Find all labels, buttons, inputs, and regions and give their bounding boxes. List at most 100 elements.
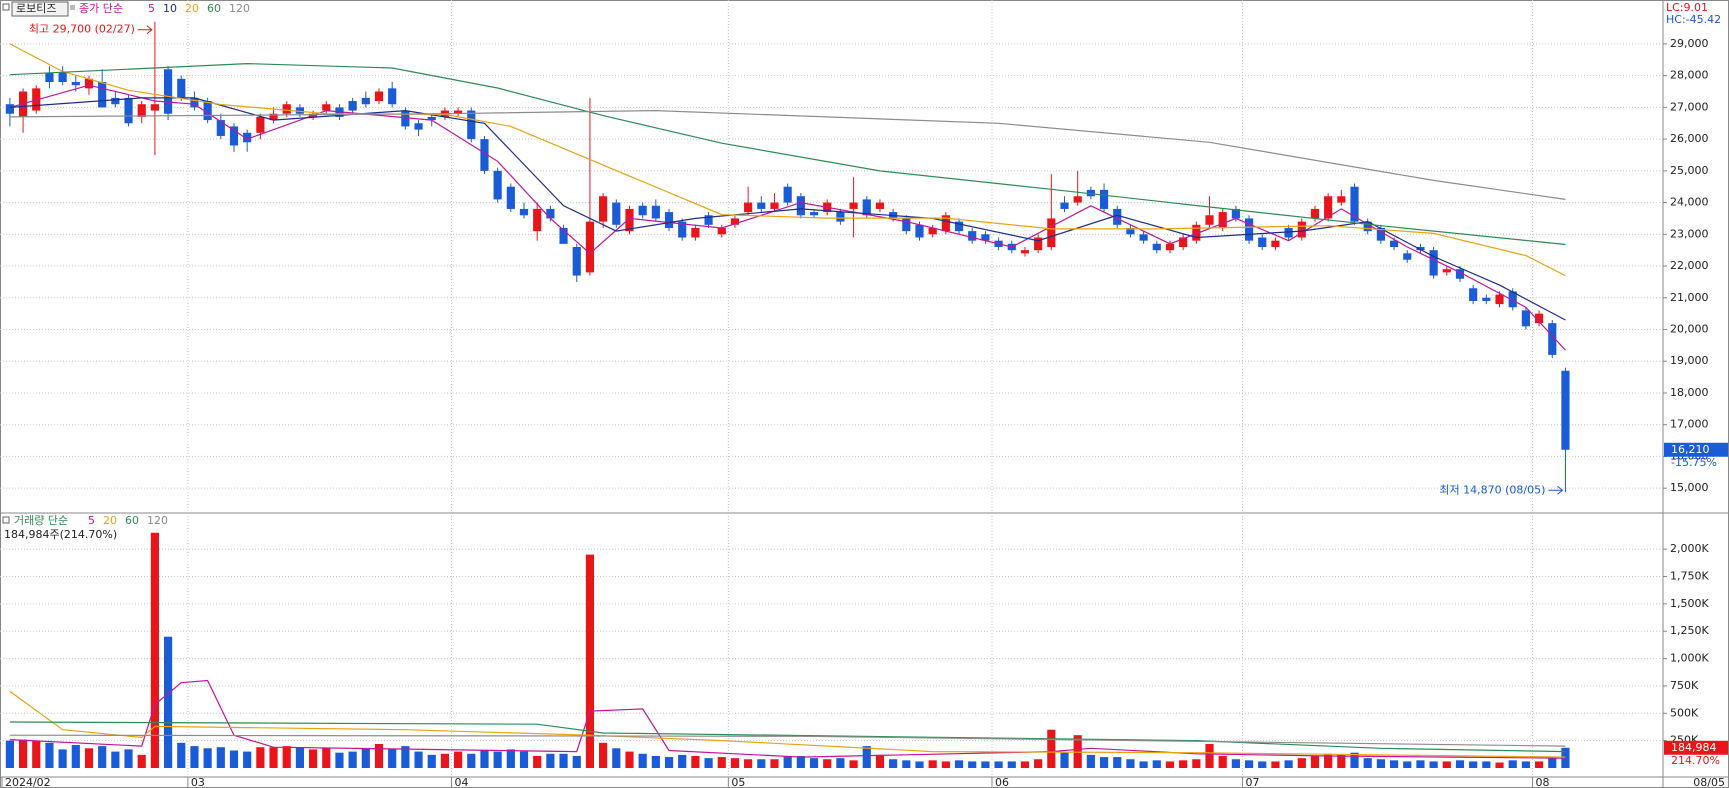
x-tick-label: 08 <box>1535 776 1549 788</box>
candle-body <box>1297 221 1306 238</box>
volume-bar <box>1363 758 1372 768</box>
x-tick-label: 2024/02 <box>5 776 51 788</box>
y-tick-label: 25,000 <box>1670 164 1709 177</box>
legend-icon <box>2 516 10 524</box>
volume-bar <box>111 751 120 768</box>
y-tick-label: 19,000 <box>1670 354 1709 367</box>
candle-body <box>691 227 700 238</box>
volume-bar <box>58 749 67 768</box>
y-tick-label: 23,000 <box>1670 227 1709 240</box>
volume-bar <box>889 759 898 768</box>
volume-bar <box>243 751 252 768</box>
volume-bar <box>374 743 384 768</box>
y-tick-label: 1,500K <box>1670 597 1709 610</box>
candle-body <box>1389 240 1399 248</box>
volume-bar <box>836 758 845 768</box>
candle-body <box>282 104 291 114</box>
volume-bar <box>1007 761 1016 768</box>
volume-bar <box>1561 747 1570 768</box>
candle-body <box>941 215 950 232</box>
candle-body <box>506 186 515 209</box>
volume-bar <box>1350 752 1359 768</box>
candle-body <box>1442 269 1451 273</box>
volume-bar <box>163 636 173 768</box>
candle-body <box>243 132 252 143</box>
volume-bar <box>269 747 278 768</box>
candle-body <box>1271 240 1280 248</box>
candle-body <box>599 196 608 222</box>
volume-bar <box>1403 761 1412 768</box>
candle-body <box>770 202 779 209</box>
candle-body <box>5 104 14 114</box>
ma-line <box>9 721 1566 753</box>
volume-bar <box>981 761 990 768</box>
candle-body <box>216 120 225 136</box>
legend-icon <box>2 3 10 11</box>
volume-bar <box>928 760 937 768</box>
volume-bar <box>335 752 344 768</box>
volume-bar <box>45 742 54 768</box>
volume-bar <box>1271 761 1280 768</box>
volume-bar <box>1297 758 1306 768</box>
candle-body <box>1284 227 1293 238</box>
candle-body <box>256 116 265 133</box>
volume-bar <box>968 761 977 768</box>
y-tick-label: 1,750K <box>1670 570 1709 583</box>
x-tick-label: 04 <box>455 776 469 788</box>
candle-body <box>1548 323 1557 355</box>
volume-bar <box>282 746 291 768</box>
candle-body <box>1165 243 1175 251</box>
volume-bar <box>585 554 595 768</box>
volume-bar <box>1429 761 1438 768</box>
volume-bar <box>875 754 885 768</box>
candle-body <box>1192 224 1201 241</box>
volume-bar <box>1310 755 1320 768</box>
volume-bar <box>506 749 515 768</box>
volume-bar <box>1469 761 1478 768</box>
candle-body <box>467 110 476 140</box>
candle-body <box>58 72 67 83</box>
ratio-label: 214.70% <box>1671 754 1720 767</box>
y-tick-label: 17,000 <box>1670 418 1709 431</box>
candle-body <box>454 110 463 114</box>
candle-body <box>809 212 819 216</box>
volume-bar <box>572 755 581 768</box>
candle-body <box>664 212 674 228</box>
candle-body <box>1521 310 1530 327</box>
candle-body <box>1113 208 1122 225</box>
volume-bar <box>322 748 331 768</box>
candle-body <box>480 139 489 171</box>
volume-bar <box>480 750 489 768</box>
volume-bar <box>348 751 357 768</box>
chart-title: 로보티즈 <box>16 2 56 15</box>
candle-body <box>111 97 120 105</box>
candle-body <box>177 78 186 98</box>
legend-entry: 120 <box>229 2 250 15</box>
legend-label: 종가 단순 <box>79 2 123 15</box>
volume-bar <box>1548 758 1557 768</box>
candle-body <box>981 234 990 241</box>
volume-bar <box>915 761 924 768</box>
candle-body <box>150 104 159 111</box>
candle-body <box>1231 208 1240 219</box>
legend-entry: 5 <box>88 514 95 527</box>
y-tick-label: 21,000 <box>1670 291 1709 304</box>
low-arrow <box>1548 485 1564 495</box>
volume-bar <box>414 751 423 768</box>
x-tick-label: 06 <box>995 776 1009 788</box>
volume-bar <box>1495 762 1504 768</box>
candle-body <box>361 97 370 105</box>
volume-bar <box>1047 729 1056 768</box>
candle-body <box>374 91 384 102</box>
candle-body <box>638 205 647 216</box>
volume-bar <box>467 753 476 768</box>
volume-bar <box>612 748 621 768</box>
candle-body <box>1179 237 1188 248</box>
legend-entry: 20 <box>103 514 117 527</box>
candle-body <box>1416 247 1425 251</box>
legend-entry: 60 <box>125 514 139 527</box>
volume-bar <box>1442 761 1451 768</box>
volume-bar <box>519 751 529 768</box>
